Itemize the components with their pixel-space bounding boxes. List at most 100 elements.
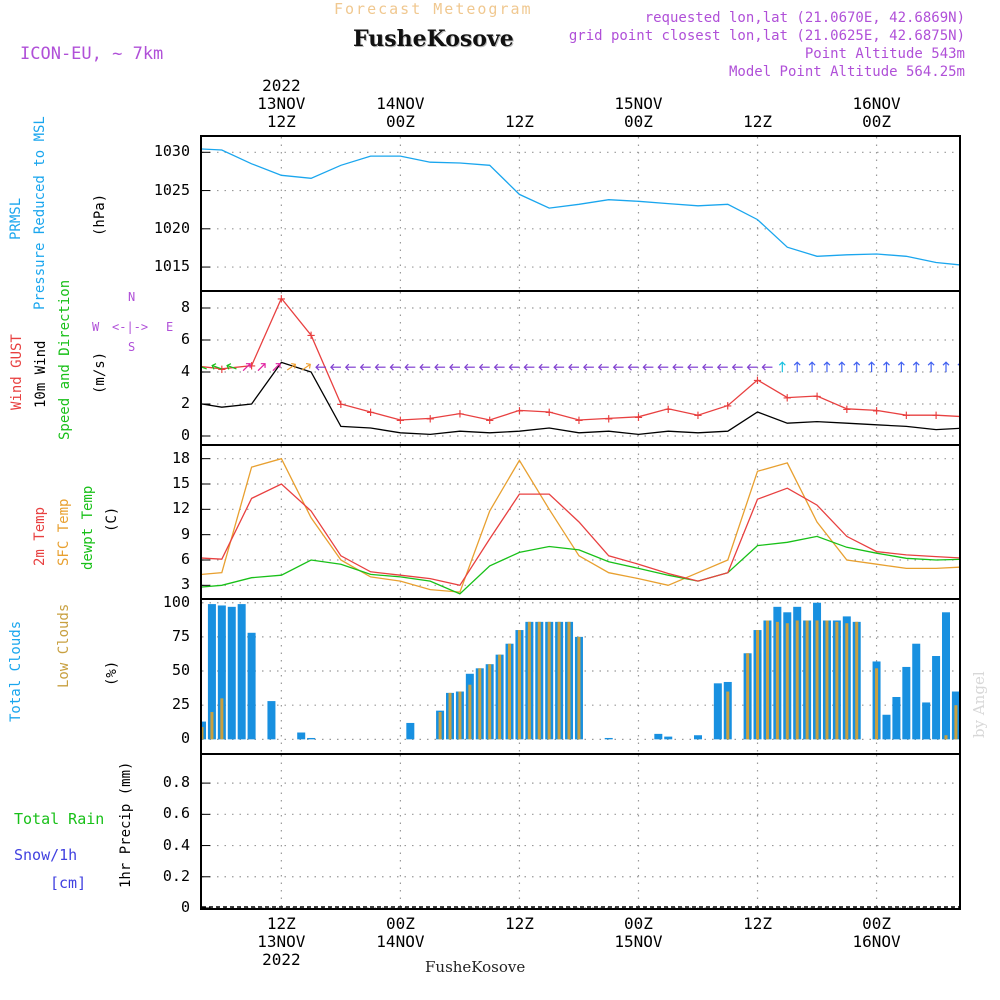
wind-dir-arrow bbox=[389, 363, 401, 371]
grid-coords: grid point closest lon,lat (21.0625E, 42… bbox=[568, 28, 965, 44]
meteogram-subtitle: Forecast Meteogram bbox=[334, 0, 533, 18]
time-axis-label: 12Z bbox=[504, 112, 534, 131]
total-cloud-bar bbox=[267, 701, 276, 740]
arrow-head bbox=[583, 363, 588, 371]
wind-dir-arrow bbox=[315, 363, 327, 371]
y-tick-label: 0.4 bbox=[162, 835, 190, 854]
gust-marker: + bbox=[545, 405, 553, 421]
wind-dir-arrow bbox=[301, 363, 311, 371]
wind-dir-arrow bbox=[538, 363, 550, 371]
arrow-head bbox=[478, 363, 484, 371]
arrow-head bbox=[897, 361, 905, 366]
wind-dir-arrow bbox=[853, 361, 861, 373]
total-cloud-bar bbox=[227, 606, 236, 740]
arrow-head bbox=[853, 361, 861, 366]
wind-dir-arrow bbox=[449, 363, 460, 371]
total-cloud-bar bbox=[932, 656, 941, 740]
time-axis-label: 00Z bbox=[624, 914, 653, 933]
y-tick-label: 12 bbox=[171, 499, 190, 518]
pressure-line bbox=[162, 147, 1000, 273]
wind-dir-arrow bbox=[912, 361, 920, 373]
total-cloud-bar bbox=[664, 736, 673, 740]
y-tick-label: 3 bbox=[180, 575, 190, 594]
sfc-temp-line bbox=[162, 457, 1000, 593]
arrow-head bbox=[612, 363, 618, 371]
gust-marker: + bbox=[575, 413, 583, 429]
y-tick-label: 50 bbox=[171, 661, 190, 680]
y-tick-label: 1020 bbox=[153, 218, 190, 237]
wind-dir-arrow bbox=[359, 363, 371, 371]
wind-dir-arrow bbox=[761, 363, 773, 371]
low-cloud-bar bbox=[527, 621, 531, 740]
wind-dir-arrow bbox=[672, 363, 684, 371]
total-cloud-bar bbox=[237, 604, 246, 740]
arrow-head bbox=[226, 363, 232, 370]
y-tick-label: 18 bbox=[171, 448, 190, 467]
clouds-unit: (%) bbox=[104, 660, 120, 686]
precip-unit: 1hr Precip (mm) bbox=[118, 761, 134, 888]
low-cloud-bar bbox=[438, 712, 442, 740]
arrow-head bbox=[330, 363, 335, 371]
time-axis-label: 12Z bbox=[743, 112, 772, 131]
y-tick-label: 2 bbox=[180, 394, 190, 412]
total-cloud-bar bbox=[882, 714, 891, 740]
wind-dir-arrow bbox=[897, 361, 905, 373]
total-cloud-bar bbox=[207, 604, 216, 740]
total-cloud-bar bbox=[307, 737, 316, 740]
arrow-head bbox=[211, 363, 217, 370]
low-cloud-bar bbox=[547, 621, 551, 740]
wind-dir-arrow bbox=[716, 363, 728, 371]
y-tick-label: 6 bbox=[180, 330, 190, 348]
low-cloud-bar bbox=[448, 692, 452, 740]
total-cloud-bar bbox=[247, 632, 256, 740]
gust-marker: + bbox=[456, 407, 464, 423]
time-axis-label: 13NOV bbox=[257, 932, 306, 951]
gust-marker: + bbox=[515, 403, 523, 419]
time-axis-label: 00Z bbox=[385, 112, 415, 131]
low-cloud-bar bbox=[498, 654, 502, 740]
temp-2m-label: 2m Temp bbox=[32, 506, 48, 566]
arrow-head bbox=[716, 363, 722, 371]
wind-dir-arrow bbox=[419, 363, 431, 371]
y-tick-label: 1015 bbox=[153, 257, 190, 276]
wind-dir-arrow bbox=[226, 363, 237, 370]
low-cloud-bar bbox=[795, 620, 799, 740]
wind-chart: +++++++++++++++++++++++++++++++ bbox=[158, 291, 1000, 444]
wind-dir-arrow bbox=[493, 363, 505, 371]
wind-dir-arrow bbox=[211, 363, 222, 370]
arrow-head bbox=[746, 363, 751, 371]
arrow-head bbox=[927, 361, 935, 366]
arrow-head bbox=[883, 361, 890, 366]
compass-arrows-icon: <-|-> bbox=[112, 320, 149, 334]
total-cloud-bar bbox=[604, 737, 613, 740]
wind-dir-arrow bbox=[583, 363, 594, 371]
time-axis-label: 15NOV bbox=[614, 932, 663, 951]
arrow-head bbox=[778, 361, 786, 366]
low-cloud-bar bbox=[845, 623, 849, 740]
wind-dir-arrow bbox=[523, 363, 535, 371]
arrow-shaft bbox=[226, 364, 237, 370]
low-cloud-bar bbox=[468, 684, 472, 740]
arrow-head bbox=[868, 361, 876, 366]
arrow-head bbox=[493, 363, 499, 371]
y-tick-label: 0 bbox=[180, 729, 190, 748]
wind-dir-arrow bbox=[478, 363, 490, 371]
gust-marker: + bbox=[426, 411, 434, 427]
total-cloud-bar bbox=[912, 643, 921, 740]
compass-west: W bbox=[92, 320, 100, 334]
y-tick-label: 6 bbox=[180, 550, 190, 568]
gust-marker: + bbox=[694, 408, 702, 424]
precip-chart bbox=[202, 755, 959, 909]
wind-dir-arrow bbox=[627, 363, 639, 371]
wind-dir-arrow bbox=[257, 363, 266, 372]
low-cloud-bar bbox=[825, 620, 829, 740]
low-clouds-label: Low Clouds bbox=[56, 603, 72, 688]
wind-dir-arrow bbox=[642, 363, 654, 371]
wind-panel: +++++++++++++++++++++++++++++++ bbox=[158, 290, 1000, 446]
time-axis-label: 12Z bbox=[266, 914, 296, 933]
time-axis-label: 00Z bbox=[862, 112, 891, 131]
low-cloud-bar bbox=[220, 698, 224, 740]
arrow-head bbox=[838, 361, 846, 366]
wind-dir-arrow bbox=[434, 363, 446, 371]
pressure-chart bbox=[162, 137, 1000, 290]
